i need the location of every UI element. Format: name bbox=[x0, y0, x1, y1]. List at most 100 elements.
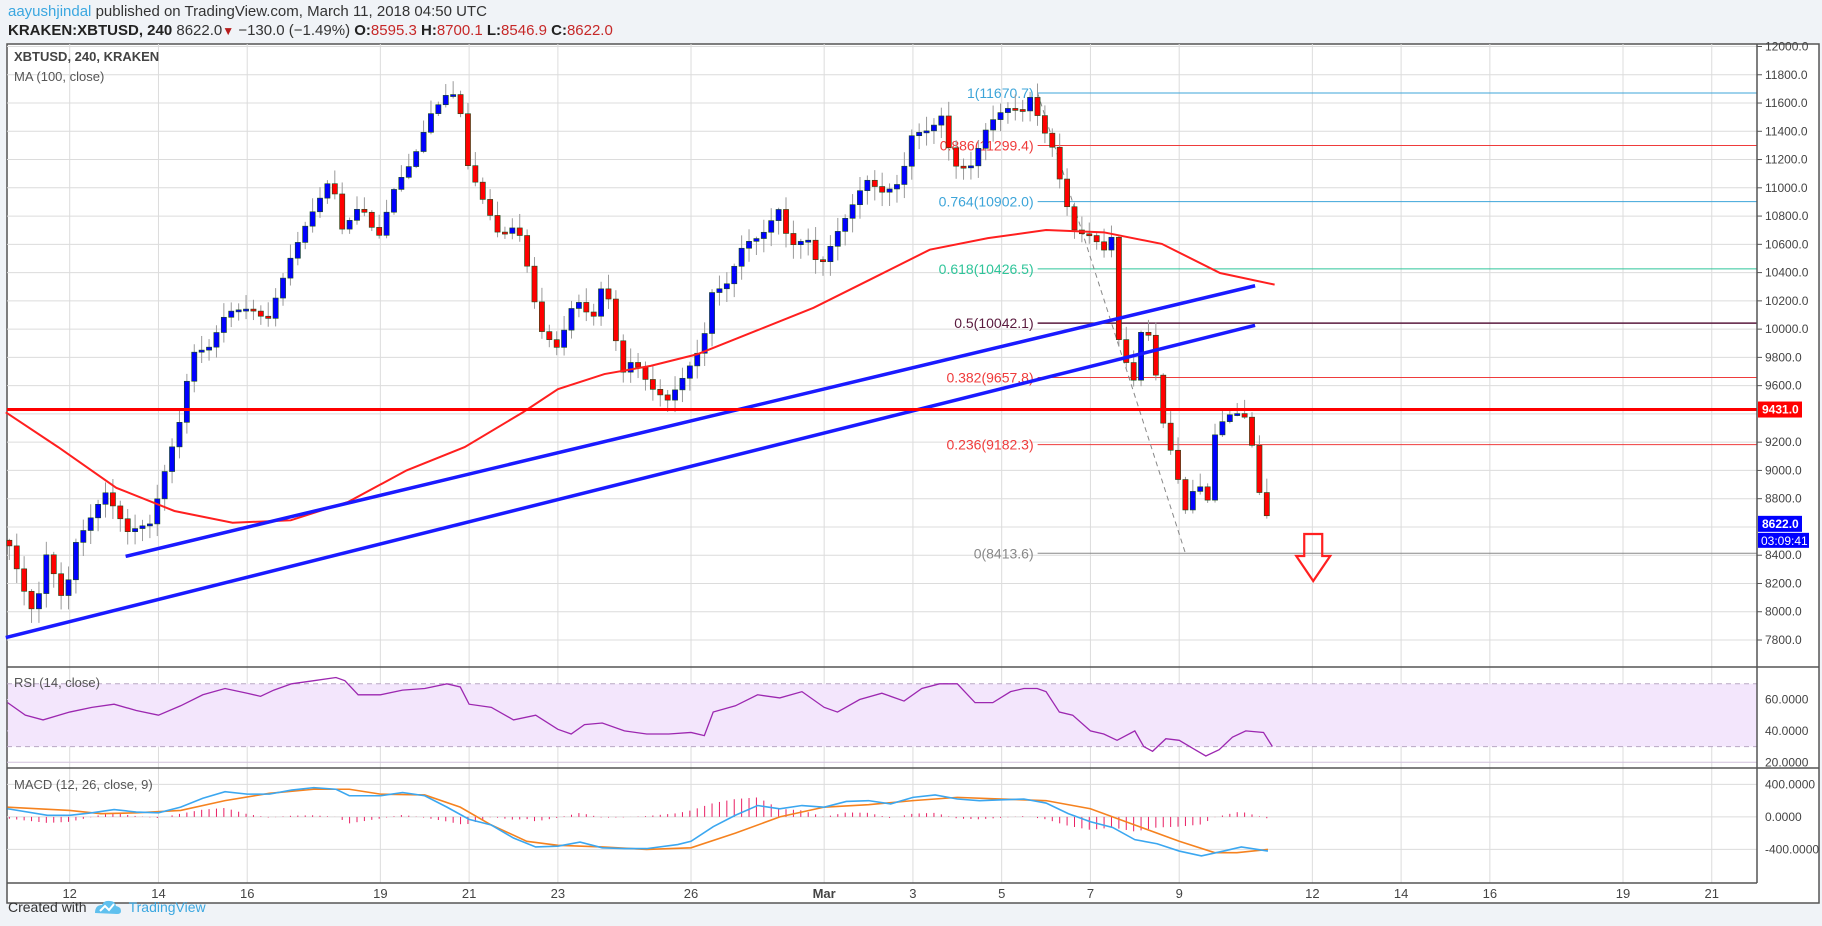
macd-legend[interactable]: MACD (12, 26, close, 9) bbox=[14, 777, 153, 792]
open-label: O: bbox=[354, 22, 371, 39]
candle-down bbox=[516, 227, 523, 236]
candle-down bbox=[1071, 206, 1078, 231]
candle-down bbox=[1041, 115, 1048, 134]
fib-retracement[interactable]: 1(11670.7)0.886(11299.4)0.764(10902.0)0.… bbox=[939, 85, 1757, 561]
candle-down bbox=[635, 362, 641, 368]
open-value: 8595.3 bbox=[370, 22, 417, 39]
candle-down bbox=[487, 199, 494, 216]
candle-up bbox=[73, 542, 79, 581]
symbol-name: KRAKEN:XBTUSD, 240 bbox=[8, 22, 173, 39]
chart-legend-title[interactable]: XBTUSD, 240, KRAKEN bbox=[14, 49, 160, 64]
candle-down bbox=[28, 590, 35, 610]
grid bbox=[7, 44, 1757, 883]
rsi-tick-label: 60.0000 bbox=[1765, 693, 1809, 707]
axes[interactable]: 12 14 16 19 21 23 26 Mar 3 5 7 9 12 14 16 19 21 12000.0 11… bbox=[7, 40, 1819, 902]
date-tick-label: 5 bbox=[998, 886, 1005, 901]
rsi-band bbox=[8, 683, 1757, 747]
candle-up bbox=[161, 471, 168, 500]
candle-up bbox=[627, 362, 634, 373]
candle-up bbox=[916, 132, 923, 137]
candle-up bbox=[169, 446, 175, 472]
candle-down bbox=[657, 389, 664, 396]
candle-up bbox=[1234, 413, 1241, 416]
candle-up bbox=[575, 302, 582, 309]
candle-down bbox=[465, 113, 471, 166]
date-tick-label: 23 bbox=[551, 886, 565, 901]
candle-down bbox=[960, 165, 967, 169]
candle-down bbox=[1249, 416, 1255, 446]
author-link[interactable]: aayushjindal bbox=[8, 3, 92, 20]
candle-down bbox=[502, 231, 508, 235]
candle-down bbox=[117, 505, 124, 520]
candle-down bbox=[1093, 235, 1100, 243]
candle-down bbox=[6, 539, 13, 547]
candle-down bbox=[1160, 374, 1167, 424]
candle-down bbox=[472, 165, 479, 183]
candle-up bbox=[746, 241, 752, 249]
publish-info: aayushjindal published on TradingView.co… bbox=[8, 3, 487, 20]
fib-level-label: 0(8413.6) bbox=[974, 545, 1034, 561]
low-value: 8546.9 bbox=[501, 22, 547, 39]
candle-up bbox=[686, 365, 693, 379]
candle-up bbox=[287, 257, 294, 279]
candle-down bbox=[1019, 109, 1026, 112]
candle-up bbox=[768, 220, 775, 233]
price-tick-label: 10000.0 bbox=[1765, 322, 1809, 336]
candle-up bbox=[760, 231, 767, 239]
price-tick-label: 8400.0 bbox=[1765, 548, 1802, 562]
low-label: L: bbox=[486, 22, 502, 39]
candle-up bbox=[561, 329, 568, 348]
candle-up bbox=[80, 530, 87, 543]
candle-down bbox=[1034, 97, 1041, 116]
ma100-line[interactable] bbox=[5, 229, 1275, 524]
candle-up bbox=[864, 179, 871, 191]
candle-up bbox=[383, 211, 390, 236]
rsi-tick-label: 40.0000 bbox=[1765, 724, 1809, 738]
rsi-legend[interactable]: RSI (14, close) bbox=[14, 675, 100, 690]
ma-legend[interactable]: MA (100, close) bbox=[14, 69, 105, 84]
support-trendline[interactable] bbox=[5, 323, 1256, 640]
overlays[interactable] bbox=[5, 229, 1757, 640]
candle-down bbox=[1115, 236, 1122, 340]
candle-up bbox=[849, 204, 856, 219]
rsi-line bbox=[7, 676, 1273, 757]
support-trendline[interactable] bbox=[125, 284, 1256, 559]
candle-down bbox=[953, 147, 960, 167]
candle-down bbox=[590, 311, 597, 317]
candle-up bbox=[324, 183, 331, 199]
candle-down bbox=[250, 308, 257, 312]
candle-up bbox=[975, 148, 982, 167]
candle-down bbox=[1256, 445, 1263, 493]
candle-down bbox=[879, 186, 886, 193]
candle-down bbox=[1182, 479, 1189, 511]
candle-up bbox=[191, 351, 198, 382]
candle-up bbox=[132, 528, 138, 532]
date-tick-label: 9 bbox=[1176, 886, 1183, 901]
candle-up bbox=[346, 220, 353, 230]
date-tick-label: 3 bbox=[909, 886, 916, 901]
candle-down bbox=[1056, 146, 1063, 180]
candle-up bbox=[1108, 236, 1115, 251]
candle-up bbox=[923, 130, 930, 134]
candle-up bbox=[827, 245, 834, 263]
candle-down bbox=[642, 366, 649, 380]
candle-up bbox=[435, 104, 442, 114]
price-tick-label: 9600.0 bbox=[1765, 379, 1802, 393]
close-value: 8622.0 bbox=[566, 22, 613, 39]
candle-down bbox=[21, 568, 28, 592]
candle-down bbox=[50, 554, 57, 575]
candle-up bbox=[235, 309, 242, 313]
candle-up bbox=[1005, 108, 1011, 113]
candle-up bbox=[354, 208, 360, 221]
candle-down bbox=[649, 379, 656, 390]
price-tick-label: 10600.0 bbox=[1765, 237, 1809, 251]
candle-up bbox=[775, 209, 782, 221]
candle-down bbox=[368, 211, 375, 228]
candle-up bbox=[317, 197, 323, 213]
candle-up bbox=[938, 115, 945, 126]
candle-down bbox=[524, 235, 531, 267]
candle-up bbox=[413, 151, 420, 167]
candle-down bbox=[790, 233, 797, 246]
tradingview-link[interactable]: TradingView bbox=[128, 899, 206, 915]
